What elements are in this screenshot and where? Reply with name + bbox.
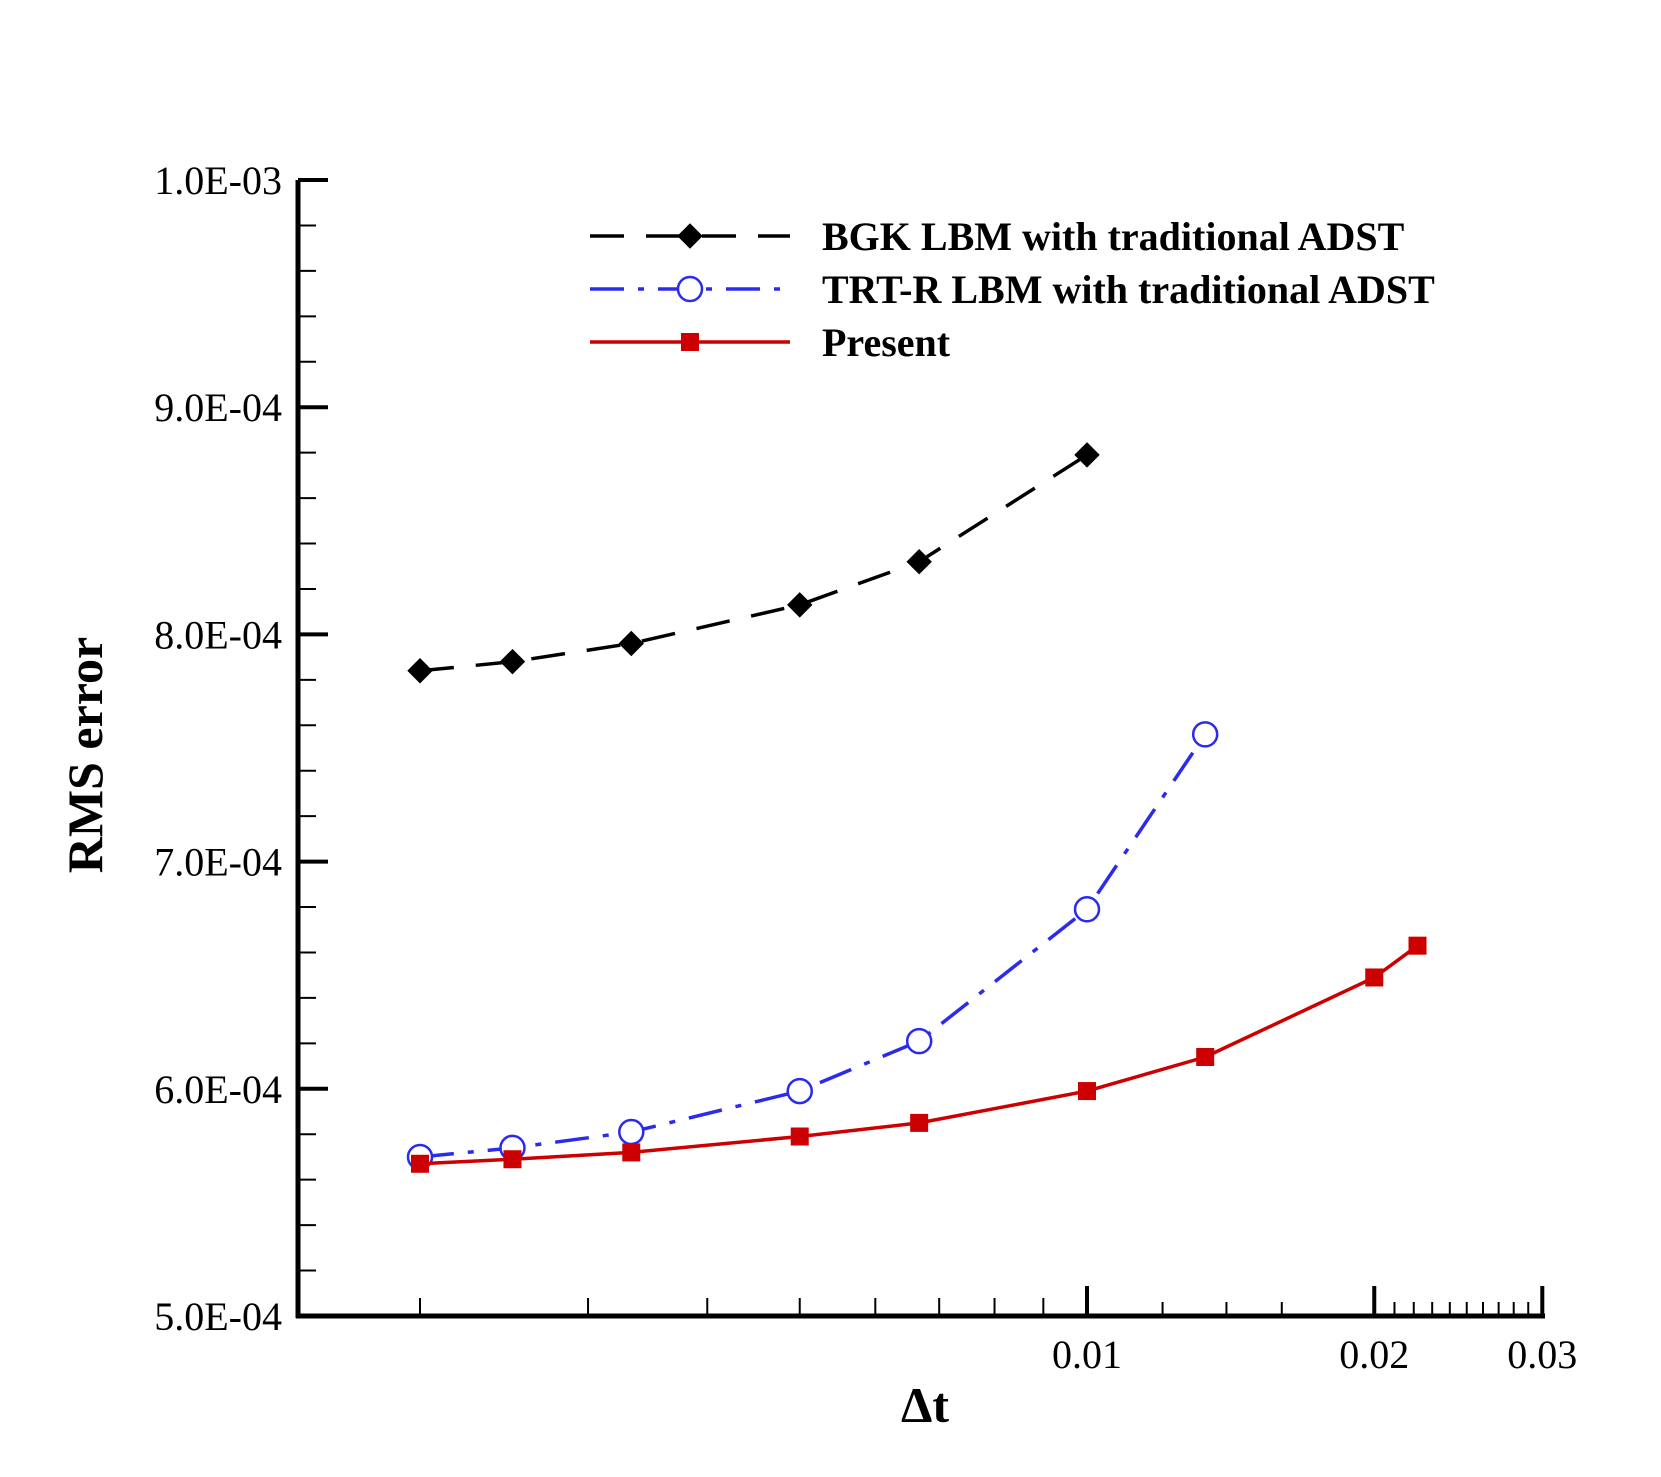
legend-label: Present: [822, 320, 951, 365]
x-tick-label: 0.03: [1507, 1332, 1577, 1377]
y-tick-label: 9.0E-04: [154, 385, 282, 430]
legend-item-0: BGK LBM with traditional ADST: [590, 214, 1405, 259]
x-axis-title: Δt: [901, 1377, 949, 1433]
axes: 5.0E-04 6.0E-04 7.0E-04 8.0E-04 9.0E-04 1.0E-…: [154, 158, 1577, 1377]
data-point: [790, 1127, 809, 1146]
y-axis-title: RMS error: [57, 637, 113, 873]
series-0: [407, 442, 1100, 684]
x-tick-label: 0.02: [1339, 1332, 1409, 1377]
x-tick-label: 0.01: [1052, 1332, 1122, 1377]
legend-marker: [681, 333, 699, 351]
legend-label: TRT-R LBM with traditional ADST: [822, 267, 1435, 312]
data-point: [910, 1113, 929, 1132]
data-point: [1196, 1047, 1215, 1066]
legend-label: BGK LBM with traditional ADST: [822, 214, 1405, 259]
data-point: [1408, 936, 1427, 955]
data-point: [1365, 968, 1384, 987]
data-point: [906, 548, 932, 575]
y-tick-label: 7.0E-04: [154, 840, 282, 885]
y-tick-label: 1.0E-03: [154, 158, 282, 203]
series-2: [411, 936, 1427, 1173]
y-tick-label: 8.0E-04: [154, 612, 282, 657]
data-point: [407, 658, 433, 684]
y-tick-label: 6.0E-04: [154, 1067, 282, 1112]
data-point: [905, 1027, 933, 1055]
data-point: [787, 592, 813, 618]
data-point: [411, 1154, 429, 1173]
data-point: [1074, 442, 1100, 468]
plot-area: [406, 442, 1427, 1173]
y-tick-label: 5.0E-04: [154, 1294, 282, 1339]
data-point: [499, 648, 526, 675]
series-1: [406, 721, 1219, 1171]
legend-marker: [676, 275, 704, 303]
legend-marker: [677, 223, 703, 249]
data-point: [503, 1150, 522, 1169]
legend-item-1: TRT-R LBM with traditional ADST: [590, 267, 1435, 312]
data-point: [622, 1143, 641, 1162]
data-point: [618, 1118, 645, 1146]
data-point: [1191, 721, 1219, 748]
data-point: [618, 630, 644, 657]
legend-item-2: Present: [590, 320, 951, 365]
series-line: [419, 453, 1088, 673]
legend: BGK LBM with traditional ADST TRT-R LBM w…: [590, 214, 1435, 365]
data-point: [1078, 1082, 1096, 1101]
data-point: [786, 1077, 813, 1105]
data-point: [1073, 896, 1101, 923]
